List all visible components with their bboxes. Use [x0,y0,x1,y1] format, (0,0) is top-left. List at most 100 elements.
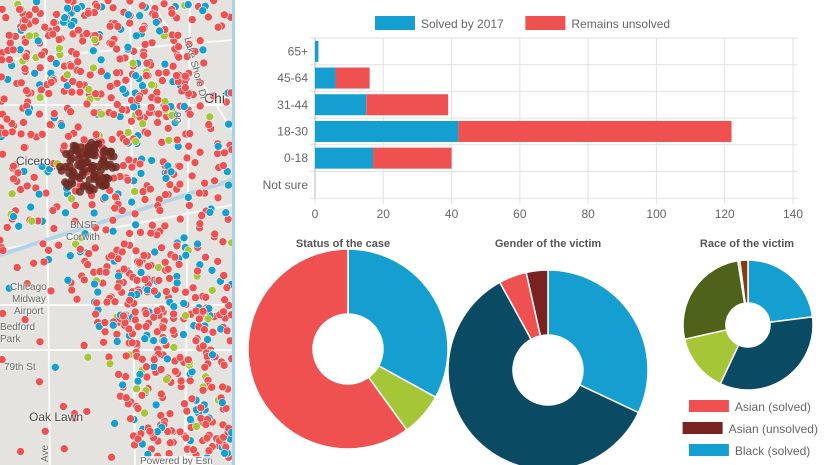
map-point-selected-cluster [62,179,71,188]
legend-swatch [688,400,729,412]
map-point-unsolved [227,310,232,320]
map-point-unsolved [172,241,182,251]
donut-slice [447,281,640,465]
x-tick-label: 140 [783,207,803,221]
map-point-solved [218,398,227,407]
map-point-unsolved [119,264,129,274]
map-point-unsolved [64,132,73,141]
map-point-unsolved [134,108,143,118]
x-tick-label: 40 [445,207,459,221]
map-point-unsolved [142,362,151,372]
bar-solved-by-2017 [315,40,319,62]
map-point-solved [207,265,217,275]
map-point-selected-cluster [74,155,83,164]
map-point-selected-cluster [112,163,120,171]
map-point-unsolved [100,318,110,327]
map-point-unsolved [35,109,44,119]
map-point-unsolved [59,402,68,411]
map-attribution[interactable]: Powered by Esri [140,456,213,465]
map-point-unsolved [15,5,24,14]
legend-label: Asian (solved) [735,400,811,414]
map-point-unsolved [112,44,121,54]
map-point-unsolved [82,29,91,38]
map-point-solved [30,69,40,78]
map-point-solved [93,287,103,297]
map-point-unsolved [16,185,25,194]
map-point-unsolved [199,58,209,68]
bar-solved-by-2017 [315,67,336,89]
map-point-unsolved [227,145,232,154]
map-point-solved [118,84,128,94]
map-point-unsolved [204,120,213,129]
map-point-solved [32,0,41,6]
map-point-unsolved [195,147,205,157]
map-point-solved [181,250,191,260]
map-point-unsolved [138,187,148,196]
map-point-unsolved [191,336,201,346]
map-point-selected-cluster [57,166,66,175]
map-point-unsolved [188,283,198,293]
map-point-unsolved [31,16,40,26]
map-point-unsolved [66,61,76,71]
map-point-unsolved [135,258,144,267]
map-point-unsolved [74,25,83,35]
map-point-unsolved [46,78,56,87]
map-point-unsolved [191,293,200,302]
legend-label: Asian (unsolved) [729,422,818,436]
map-point-solved [127,197,136,207]
map-point-unsolved [195,219,205,228]
donut-slice [747,259,814,324]
map-point-unsolved [92,298,101,308]
map-label-oak-lawn: Oak Lawn [29,410,84,424]
map-point-unsolved [142,58,152,68]
map-point-unsolved [141,309,151,318]
map-point-unsolved [168,61,178,71]
map-point-solved [51,59,61,68]
donut-slice [347,248,449,399]
map-point-unsolved [75,80,84,89]
map-point-unsolved [0,55,7,64]
map-point-other [192,422,201,431]
map-point-selected-cluster [91,151,99,160]
bar-remains-unsolved [335,67,370,89]
map-point-selected-cluster [85,146,94,155]
map-point-unsolved [190,158,200,167]
map-point-unsolved [125,295,134,305]
map-point-unsolved [0,149,7,159]
map-point-solved [112,337,122,346]
map-point-other [138,119,147,128]
map-canvas[interactable] [0,0,232,465]
map-point-solved [131,71,140,80]
map-point-unsolved [9,45,18,55]
map-point-unsolved [124,324,134,334]
map-point-unsolved [213,193,223,203]
map-point-unsolved [91,89,100,98]
map-point-other [63,70,72,79]
map-point-unsolved [157,389,166,399]
map-point-unsolved [125,18,134,28]
bar-remains-unsolved [373,147,452,169]
map-point-selected-cluster [106,152,115,160]
map-point-unsolved [175,179,185,189]
map-point-unsolved [0,355,7,364]
map-point-unsolved [167,9,177,18]
map-point-unsolved [184,141,193,151]
map-point-unsolved [16,447,25,456]
map-point-solved [108,226,118,236]
map-point-unsolved [198,306,208,316]
map-point-other [131,137,140,146]
map-point-solved [89,46,98,56]
map-point-unsolved [225,336,232,346]
map-point-unsolved [170,252,180,262]
map-point-unsolved [36,85,46,95]
map-point-other [84,85,93,94]
map-point-other [90,35,100,45]
crime-map[interactable]: Cicero Chi Lake Shore Dr Chicago Midway … [0,0,232,465]
map-road [44,0,51,465]
map-point-solved [132,31,141,41]
map-point-solved [205,208,215,217]
map-point-unsolved [110,203,119,213]
donut-slice [525,269,549,337]
map-point-unsolved [204,446,214,456]
map-point-unsolved [204,12,213,22]
